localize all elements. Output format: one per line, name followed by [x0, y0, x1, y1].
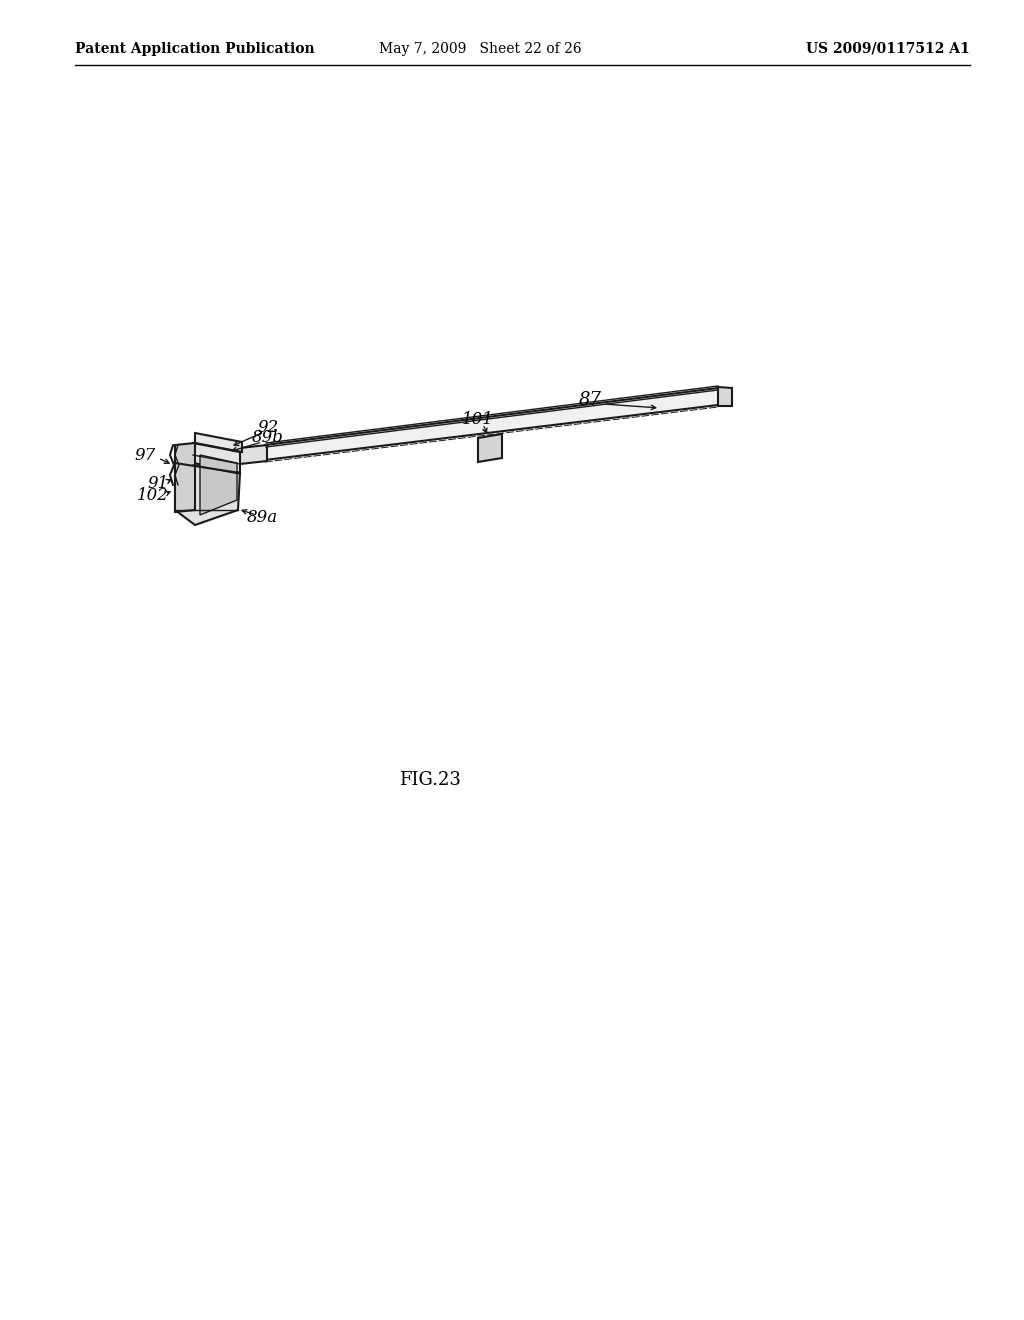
Text: 89b: 89b [252, 429, 284, 446]
Polygon shape [265, 388, 730, 459]
Text: 92: 92 [257, 420, 279, 437]
Polygon shape [175, 444, 195, 512]
Text: 102: 102 [137, 487, 169, 504]
Polygon shape [193, 444, 240, 473]
Text: 87: 87 [579, 391, 601, 409]
Polygon shape [195, 433, 242, 451]
Text: Patent Application Publication: Patent Application Publication [75, 42, 314, 55]
Polygon shape [478, 434, 502, 462]
Text: 89a: 89a [247, 510, 278, 527]
Text: May 7, 2009   Sheet 22 of 26: May 7, 2009 Sheet 22 of 26 [379, 42, 582, 55]
Text: FIG.23: FIG.23 [399, 771, 461, 789]
Polygon shape [718, 387, 732, 407]
Text: 91: 91 [147, 475, 169, 492]
Polygon shape [240, 445, 267, 465]
Polygon shape [175, 463, 240, 525]
Polygon shape [200, 455, 237, 515]
Text: 97: 97 [134, 446, 156, 463]
Text: US 2009/0117512 A1: US 2009/0117512 A1 [806, 42, 970, 55]
Text: 101: 101 [462, 412, 494, 429]
